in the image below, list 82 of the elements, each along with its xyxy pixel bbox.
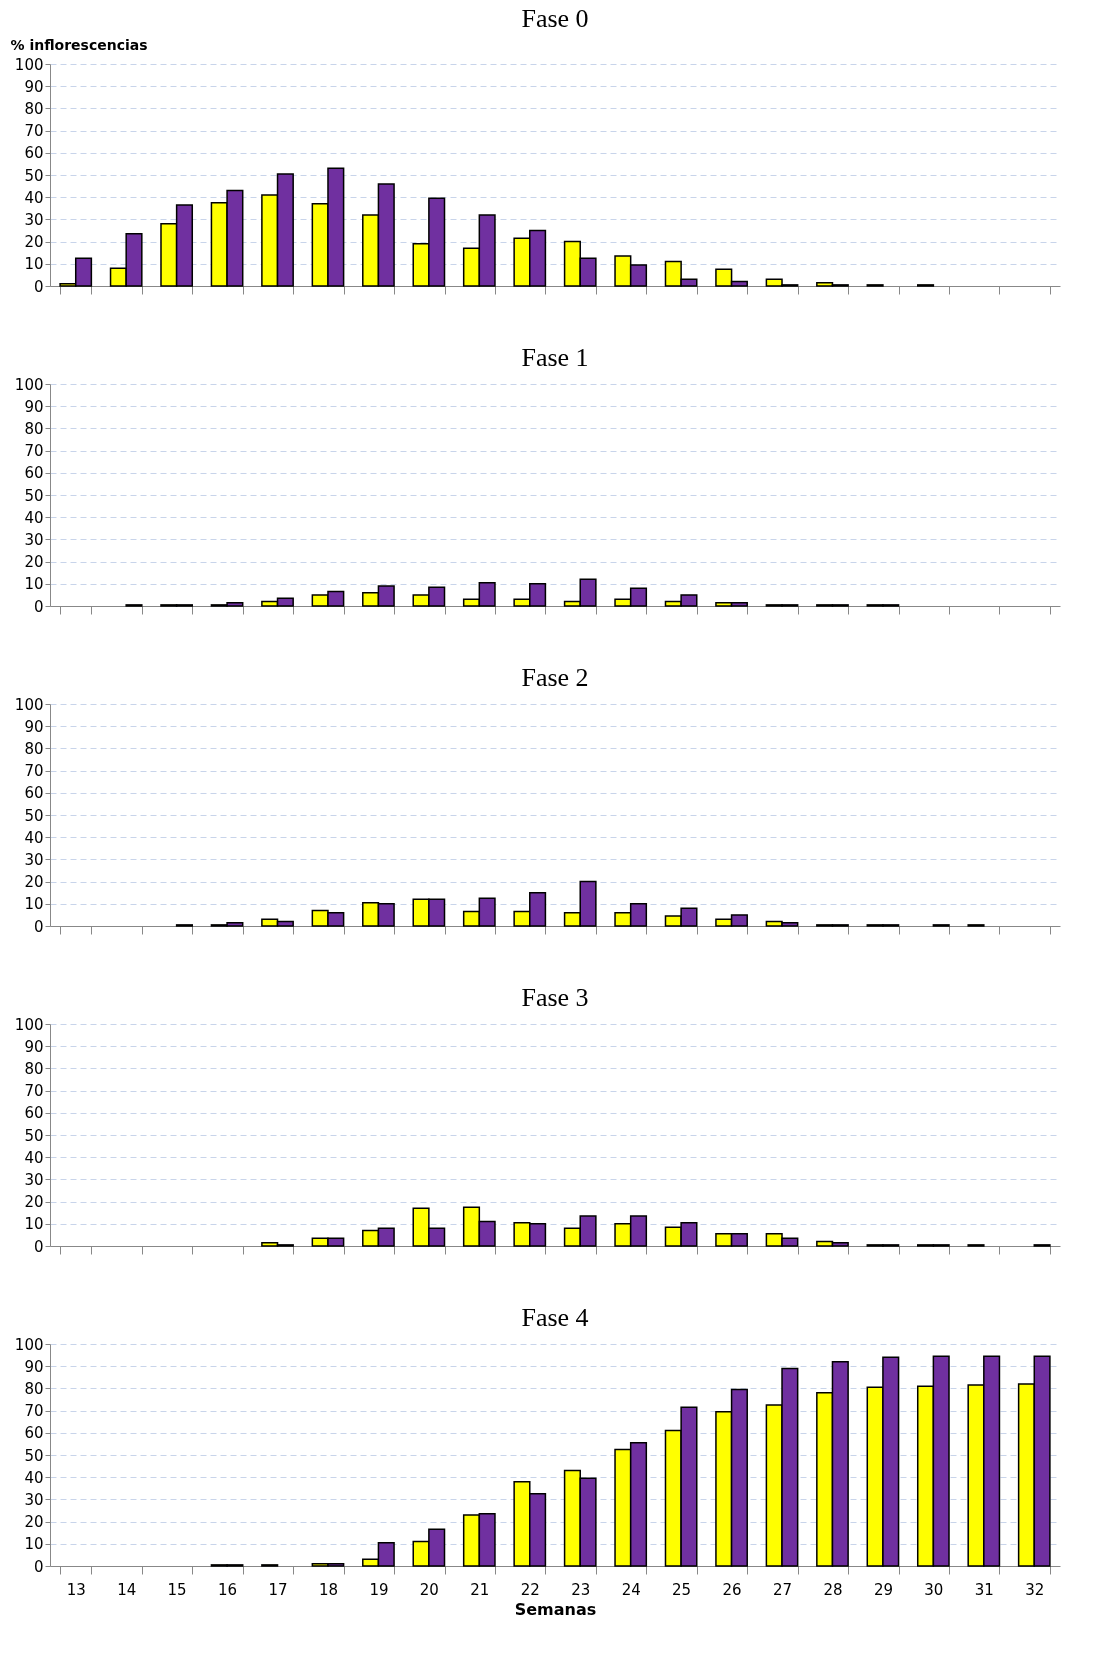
y-axis-title: % inflorescencias [10, 36, 148, 53]
chart-title: Fase 0 [521, 4, 589, 33]
y-tick-label: 10 [24, 1215, 44, 1234]
y-tick-label: 30 [24, 530, 44, 549]
chart-title: Fase 1 [521, 343, 589, 372]
y-tick-label: 100 [14, 55, 44, 74]
chart-title: Fase 2 [521, 663, 589, 692]
y-tick-label: 10 [24, 895, 44, 914]
x-tick-label: 29 [873, 1580, 893, 1599]
x-tick-label: 25 [672, 1580, 692, 1599]
x-tick-label: 24 [621, 1580, 641, 1599]
y-tick-label: 50 [24, 1126, 44, 1145]
y-tick-label: 30 [24, 210, 44, 229]
y-tick-label: 30 [24, 1490, 44, 1509]
y-tick-label: 100 [14, 1015, 44, 1034]
x-tick-label: 26 [722, 1580, 742, 1599]
y-tick-label: 40 [24, 828, 44, 847]
y-tick-label: 60 [24, 784, 44, 803]
x-tick-label: 30 [924, 1580, 944, 1599]
x-tick-label: 19 [369, 1580, 389, 1599]
x-tick-label: 27 [772, 1580, 793, 1599]
x-tick-label: 28 [823, 1580, 843, 1599]
y-tick-label: 50 [24, 166, 44, 185]
x-tick-label: 20 [419, 1580, 439, 1599]
x-tick-label: 32 [1025, 1580, 1045, 1599]
y-tick-label: 70 [24, 442, 44, 461]
x-tick-label: 17 [268, 1580, 288, 1599]
x-tick-label: 31 [974, 1580, 994, 1599]
y-tick-label: 60 [24, 464, 44, 483]
y-tick-label: 50 [24, 1446, 44, 1465]
x-tick-label: 23 [571, 1580, 591, 1599]
chart-title: Fase 4 [521, 1303, 589, 1332]
y-tick-label: 0 [33, 917, 44, 936]
y-tick-label: 80 [24, 419, 44, 438]
y-tick-label: 60 [24, 144, 44, 163]
x-tick-label: 13 [66, 1580, 86, 1599]
y-tick-label: 10 [24, 575, 44, 594]
y-tick-label: 90 [24, 1037, 44, 1056]
x-tick-label: 15 [167, 1580, 187, 1599]
y-tick-label: 90 [24, 77, 44, 96]
y-tick-label: 80 [24, 1059, 44, 1078]
y-tick-label: 30 [24, 850, 44, 869]
y-tick-label: 20 [24, 553, 44, 572]
y-tick-label: 60 [24, 1104, 44, 1123]
y-tick-label: 80 [24, 739, 44, 758]
y-tick-label: 20 [24, 1193, 44, 1212]
y-tick-label: 10 [24, 1535, 44, 1554]
y-tick-label: 40 [24, 1468, 44, 1487]
y-tick-label: 100 [14, 1335, 44, 1354]
y-tick-label: 70 [24, 762, 44, 781]
y-tick-label: 70 [24, 1402, 44, 1421]
y-tick-label: 0 [33, 277, 44, 296]
y-tick-label: 40 [24, 188, 44, 207]
y-tick-label: 80 [24, 99, 44, 118]
x-tick-label: 18 [318, 1580, 339, 1599]
x-axis-title: Semanas [514, 1599, 597, 1619]
y-tick-label: 10 [24, 255, 44, 274]
y-tick-label: 30 [24, 1170, 44, 1189]
y-tick-label: 70 [24, 1082, 44, 1101]
y-tick-label: 20 [24, 873, 44, 892]
y-tick-label: 20 [24, 1513, 44, 1532]
x-tick-label: 16 [218, 1580, 238, 1599]
y-tick-label: 100 [14, 375, 44, 394]
y-tick-label: 50 [24, 806, 44, 825]
y-tick-label: 60 [24, 1424, 44, 1443]
y-tick-label: 0 [33, 1557, 44, 1576]
y-tick-label: 0 [33, 1237, 44, 1256]
y-tick-label: 100 [14, 695, 44, 714]
y-tick-label: 20 [24, 233, 44, 252]
chart-title: Fase 3 [521, 983, 589, 1012]
x-tick-label: 22 [520, 1580, 540, 1599]
y-tick-label: 0 [33, 597, 44, 616]
y-tick-label: 90 [24, 717, 44, 736]
y-tick-label: 70 [24, 122, 44, 141]
y-tick-label: 40 [24, 1148, 44, 1167]
y-tick-label: 40 [24, 508, 44, 527]
y-tick-label: 90 [24, 1357, 44, 1376]
y-tick-label: 90 [24, 397, 44, 416]
y-tick-label: 80 [24, 1379, 44, 1398]
x-tick-label: 21 [470, 1580, 490, 1599]
y-tick-label: 50 [24, 486, 44, 505]
x-tick-label: 14 [117, 1580, 137, 1599]
